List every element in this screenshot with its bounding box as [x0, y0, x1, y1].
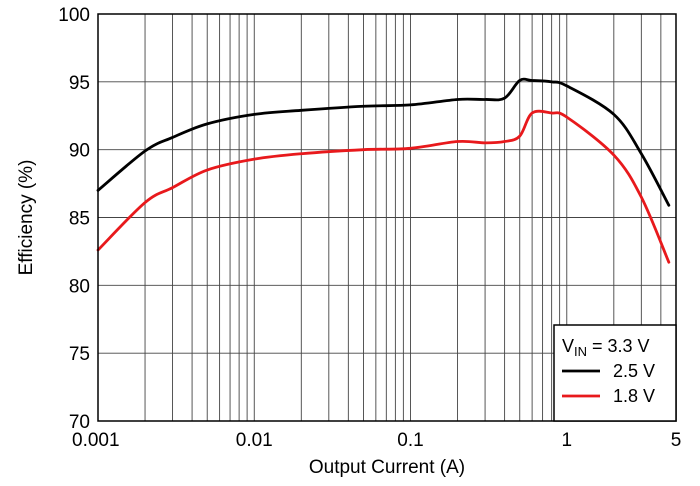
- legend-label: 2.5 V: [613, 361, 655, 381]
- legend-header-subscript: IN: [574, 344, 587, 359]
- y-tick-label: 90: [69, 141, 90, 162]
- y-tick-labels: 70 75 80 85 90 95 100: [58, 5, 90, 433]
- x-tick-label: 5: [671, 430, 682, 451]
- series-line-second: [96, 109, 671, 264]
- x-tick-label: 0.01: [236, 430, 273, 451]
- x-tick-labels: 0.001 0.01 0.1 1 5: [72, 430, 681, 451]
- legend-entries: 2.5 V 1.8 V: [562, 361, 655, 406]
- legend-header-v: V: [562, 336, 574, 356]
- y-tick-label: 100: [58, 5, 90, 26]
- y-tick-label: 75: [69, 344, 90, 365]
- y-tick-label: 85: [69, 209, 90, 230]
- x-tick-label: 0.1: [397, 430, 423, 451]
- x-tick-label: 0.001: [72, 430, 120, 451]
- plot-frame: [97, 13, 677, 422]
- x-tick-label: 1: [561, 430, 572, 451]
- legend-header-value: = 3.3 V: [587, 336, 650, 356]
- grid-lines: [98, 14, 676, 421]
- y-tick-label: 95: [69, 73, 90, 94]
- legend-label: 1.8 V: [613, 386, 655, 406]
- legend-header: VIN = 3.3 V: [562, 336, 650, 359]
- x-axis-title: Output Current (A): [309, 457, 465, 478]
- y-tick-label: 70: [69, 412, 90, 433]
- legend-box: [553, 324, 677, 422]
- y-tick-label: 80: [69, 276, 90, 297]
- legend: VIN = 3.3 V 2.5 V 1.8 V: [553, 324, 677, 422]
- series-lines: [96, 77, 671, 264]
- y-axis-title: Efficiency (%): [16, 160, 37, 276]
- series-line-first: [96, 77, 671, 207]
